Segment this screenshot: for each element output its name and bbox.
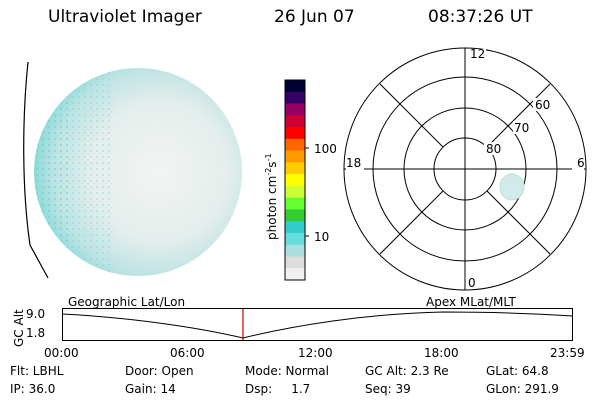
- colorbar-tick-10: 10: [314, 230, 330, 244]
- colorbar-cell: [285, 197, 305, 210]
- colorbar-cell: [285, 232, 305, 246]
- uv-image-panel: [23, 61, 242, 279]
- colorbar-scale: [285, 80, 305, 281]
- status-mode: Mode: Normal: [245, 364, 329, 378]
- colorbar-cell: [285, 162, 305, 175]
- polar-plot: [343, 47, 587, 291]
- hour-label-12: 12: [470, 47, 486, 61]
- instrument-title: Ultraviolet Imager: [48, 7, 202, 27]
- colorbar-unit-label: photon cm-2s-1: [264, 153, 279, 240]
- colorbar-cell: [285, 268, 305, 281]
- colorbar-cell: [285, 256, 305, 269]
- status-glat: GLat: 64.8: [486, 364, 549, 378]
- polar-diagonal-4: [486, 190, 551, 255]
- svg-text:photon cm-2s-1: photon cm-2s-1: [264, 153, 279, 240]
- colorbar-cell: [285, 127, 305, 140]
- status-door: Door: Open: [125, 364, 194, 378]
- timeline-axis-label: GC Alt: [12, 309, 26, 347]
- status-dsp: Dsp: 1.7: [245, 382, 311, 396]
- colorbar-cell: [285, 174, 305, 187]
- hour-label-6: 6: [577, 156, 585, 170]
- limb-line: [23, 61, 49, 279]
- colorbar-cell: [285, 221, 305, 234]
- colorbar-cell: [285, 91, 305, 105]
- colorbar-cell: [285, 244, 305, 257]
- colorbar-cell: [285, 138, 305, 152]
- colorbar-cell: [285, 80, 305, 93]
- hour-label-0: 0: [468, 276, 476, 290]
- timeline-xtick-0600: 06:00: [170, 346, 205, 360]
- lat-label-70: 70: [514, 121, 530, 135]
- timeline-xtick-2359: 23:59: [550, 346, 585, 360]
- polar-diagonal-3: [379, 190, 444, 255]
- colorbar-tick-100: 100: [314, 142, 337, 156]
- status-gain: Gain: 14: [125, 382, 176, 396]
- colorbar-cell: [285, 209, 305, 222]
- polar-diagonal-1: [486, 83, 551, 148]
- timeline-xtick-0000: 00:00: [44, 346, 79, 360]
- lat-label-60: 60: [535, 98, 551, 112]
- colorbar: photon cm-2s-1: [264, 79, 309, 281]
- timeline-xtick-1200: 12:00: [298, 346, 333, 360]
- timeline-ytick-bottom: 1.8: [26, 326, 46, 340]
- status-ip: IP: 36.0: [10, 382, 56, 396]
- timeline-left-title: Geographic Lat/Lon: [68, 295, 186, 309]
- colorbar-cell: [285, 115, 305, 128]
- colorbar-cell: [285, 150, 305, 163]
- status-filter: Flt: LBHL: [10, 364, 64, 378]
- status-seq: Seq: 39: [365, 382, 411, 396]
- colorbar-cell: [285, 185, 305, 199]
- colorbar-cell: [285, 103, 305, 116]
- altitude-timeline-plot: [62, 308, 574, 341]
- timeline-right-title: Apex MLat/MLT: [426, 295, 516, 309]
- timeline-xtick-1800: 18:00: [424, 346, 459, 360]
- status-gc-alt: GC Alt: 2.3 Re: [365, 364, 449, 378]
- time-label: 08:37:26 UT: [428, 7, 533, 27]
- lat-label-80: 80: [486, 142, 502, 156]
- aurora-patch: [499, 173, 525, 201]
- timeline-ytick-top: 9.0: [26, 307, 46, 321]
- altitude-curve: [62, 311, 574, 339]
- date-label: 26 Jun 07: [274, 7, 355, 27]
- status-glon: GLon: 291.9: [486, 382, 559, 396]
- polar-diagonal-2: [379, 83, 444, 148]
- hour-label-18: 18: [346, 156, 362, 170]
